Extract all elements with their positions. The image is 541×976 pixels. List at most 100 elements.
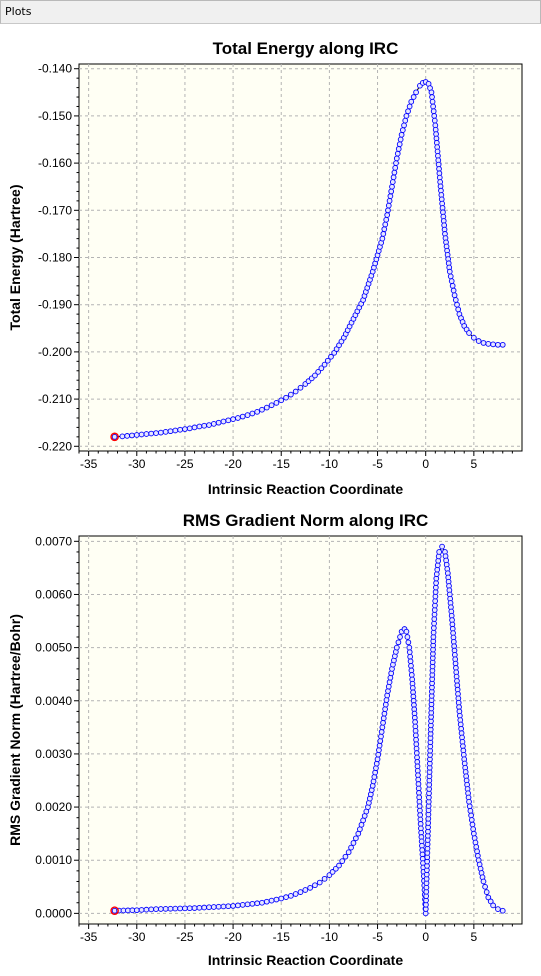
data-point <box>158 429 164 436</box>
series-markers <box>111 543 506 917</box>
data-point <box>408 667 415 674</box>
chart-2: RMS Gradient Norm along IRC -35 -30 -25 -20 -… <box>7 511 523 968</box>
data-point <box>172 905 179 912</box>
data-point <box>259 406 265 413</box>
x-tick-label: -30 <box>128 930 146 944</box>
data-point <box>148 430 155 437</box>
data-point <box>263 404 270 411</box>
data-point <box>406 103 413 110</box>
data-point <box>375 751 382 758</box>
data-point <box>186 425 193 432</box>
series-markers <box>111 79 506 440</box>
data-point <box>499 907 506 914</box>
data-point <box>454 301 460 308</box>
data-point <box>239 413 246 420</box>
data-point <box>312 882 318 889</box>
data-point <box>382 701 389 708</box>
y-tick-label: -0.140 <box>38 62 72 76</box>
data-point <box>206 422 212 428</box>
data-point <box>470 826 477 832</box>
x-tick-label: 0 <box>422 457 429 471</box>
data-point <box>385 683 392 690</box>
data-point <box>230 416 236 422</box>
data-point <box>471 835 478 841</box>
x-tick-label: 5 <box>471 457 478 471</box>
data-point <box>148 906 155 913</box>
x-tick-label: -25 <box>176 457 194 471</box>
data-point <box>283 894 289 901</box>
data-point <box>138 431 145 438</box>
x-tick-label: -10 <box>321 930 339 944</box>
data-point <box>278 397 285 404</box>
data-point <box>215 903 222 910</box>
data-point <box>385 207 391 214</box>
highlighted-point <box>110 432 119 442</box>
y-tick-label: 0.0030 <box>35 747 72 761</box>
data-point <box>318 365 325 372</box>
data-point <box>480 878 487 885</box>
data-point <box>408 672 415 678</box>
data-point <box>307 885 313 891</box>
data-point <box>297 889 304 895</box>
data-point <box>392 164 399 171</box>
x-tick-label: -20 <box>224 930 242 944</box>
data-point <box>336 862 342 869</box>
plots-area: Total Energy along IRC -35 -30 -25 -20 -15 -10… <box>7 39 523 968</box>
data-point <box>378 729 385 735</box>
data-point <box>406 649 413 656</box>
data-point <box>485 894 492 901</box>
data-point <box>302 887 309 893</box>
data-point <box>380 719 386 726</box>
data-point <box>177 426 183 433</box>
data-point <box>167 905 174 912</box>
data-point <box>393 155 400 162</box>
data-point <box>158 906 164 912</box>
data-point <box>239 902 246 908</box>
data-point <box>273 400 280 406</box>
data-point <box>436 549 443 555</box>
data-point <box>450 287 457 294</box>
data-point <box>249 900 256 907</box>
data-point <box>408 662 414 669</box>
data-point <box>495 906 501 912</box>
data-point <box>447 273 454 280</box>
y-tick-label: 0.0060 <box>35 587 72 601</box>
x-tick-label: -35 <box>80 457 98 471</box>
y-tick-label: 0.0020 <box>35 800 72 814</box>
data-point <box>201 422 208 429</box>
data-point <box>403 628 410 635</box>
data-point <box>259 899 265 906</box>
data-point <box>153 906 159 912</box>
data-point <box>345 849 352 856</box>
data-point <box>177 905 183 912</box>
data-point <box>374 756 381 763</box>
data-point <box>452 297 459 303</box>
y-tick-label: 0.0050 <box>35 641 72 655</box>
data-point <box>315 369 322 375</box>
data-point <box>350 840 357 846</box>
data-point <box>138 907 145 913</box>
data-point <box>380 231 387 237</box>
data-point <box>431 113 438 119</box>
data-point <box>273 896 280 903</box>
data-point <box>235 902 241 909</box>
data-point <box>220 903 227 910</box>
data-point <box>448 278 455 284</box>
data-point <box>172 427 179 434</box>
x-tick-label: -30 <box>128 457 146 471</box>
data-point <box>283 394 289 401</box>
data-point <box>483 889 490 895</box>
data-point <box>385 688 391 694</box>
x-axis-label: Intrinsic Reaction Coordinate <box>208 952 403 968</box>
data-point <box>119 433 126 440</box>
data-point <box>399 127 406 133</box>
data-point <box>485 341 492 347</box>
data-point <box>395 146 402 152</box>
data-point <box>402 117 409 124</box>
data-point <box>292 388 299 395</box>
x-tick-label: -5 <box>372 930 383 944</box>
data-point <box>196 423 203 430</box>
data-point <box>111 433 118 440</box>
x-tick-label: 5 <box>471 930 478 944</box>
data-point <box>316 879 323 886</box>
